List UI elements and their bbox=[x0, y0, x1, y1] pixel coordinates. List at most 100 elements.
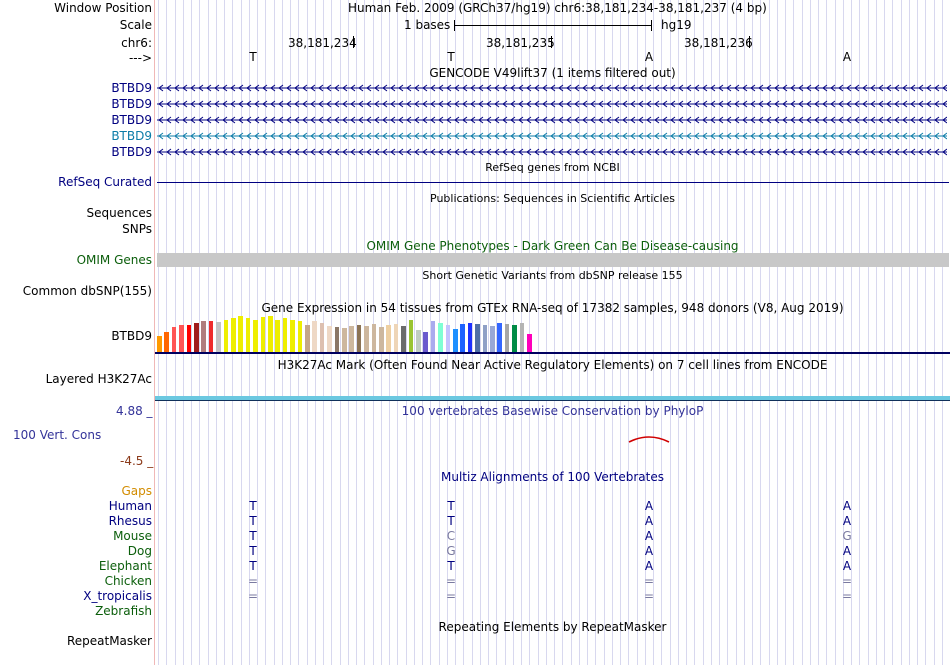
gencode-track-title[interactable]: GENCODE V49lift37 (1 items filtered out) bbox=[429, 66, 676, 80]
gridline bbox=[496, 0, 498, 665]
gencode-transcript-label[interactable]: BTBD9 bbox=[111, 97, 152, 111]
ref-base-2: T bbox=[447, 50, 455, 64]
h3k27ac-track-title[interactable]: H3K27Ac Mark (Often Found Near Active Re… bbox=[277, 358, 828, 372]
species-label: Human bbox=[108, 499, 152, 513]
gtex-tissue-bar[interactable] bbox=[223, 319, 229, 352]
gtex-tissue-bar[interactable] bbox=[216, 322, 221, 352]
gencode-transcript-label[interactable]: BTBD9 bbox=[111, 145, 152, 159]
gencode-transcript-label[interactable]: BTBD9 bbox=[111, 113, 152, 127]
gtex-tissue-bar[interactable] bbox=[208, 321, 214, 352]
gtex-tissue-bar[interactable] bbox=[356, 325, 362, 352]
gencode-transcript-label[interactable]: BTBD9 bbox=[111, 81, 152, 95]
gtex-tissue-bar[interactable] bbox=[186, 325, 192, 352]
gtex-tissue-bar[interactable] bbox=[490, 326, 495, 352]
gtex-tissue-bar[interactable] bbox=[342, 327, 347, 352]
gtex-tissue-bar[interactable] bbox=[460, 323, 465, 352]
omim-genes-label[interactable]: OMIM Genes bbox=[76, 253, 152, 267]
gaps-label: Gaps bbox=[121, 484, 152, 498]
gtex-tissue-bar[interactable] bbox=[349, 326, 354, 352]
gtex-tissue-bar[interactable] bbox=[245, 317, 251, 352]
alignment-base: = bbox=[643, 589, 655, 603]
gtex-tissue-bar[interactable] bbox=[297, 321, 303, 352]
gtex-tissue-bar[interactable] bbox=[475, 323, 480, 352]
sequences-label[interactable]: Sequences bbox=[86, 206, 152, 220]
gtex-tissue-bar[interactable] bbox=[305, 325, 310, 352]
gtex-tissue-bar[interactable] bbox=[438, 323, 443, 352]
gencode-transcript-line[interactable] bbox=[157, 100, 947, 108]
dbsnp-track-title[interactable]: Short Genetic Variants from dbSNP releas… bbox=[422, 269, 683, 282]
gridline bbox=[488, 0, 489, 665]
gtex-tissue-bar[interactable] bbox=[527, 334, 532, 352]
gencode-transcript-line[interactable] bbox=[157, 116, 947, 124]
gtex-tissue-bar[interactable] bbox=[445, 325, 451, 352]
gtex-tissue-bar[interactable] bbox=[334, 326, 340, 352]
phylop-track-title[interactable]: 100 vertebrates Basewise Conservation by… bbox=[401, 404, 704, 418]
gtex-tissue-bar[interactable] bbox=[401, 326, 406, 352]
refseq-gene-line[interactable] bbox=[157, 182, 949, 183]
gridline bbox=[199, 0, 201, 665]
gtex-tissue-bar[interactable] bbox=[238, 316, 243, 352]
gridline bbox=[265, 0, 267, 665]
gtex-tissue-bar[interactable] bbox=[282, 317, 288, 352]
gtex-tissue-bar[interactable] bbox=[194, 323, 199, 352]
common-dbsnp-label[interactable]: Common dbSNP(155) bbox=[22, 284, 152, 298]
refseq-curated-label[interactable]: RefSeq Curated bbox=[58, 175, 152, 189]
gtex-tissue-bar[interactable] bbox=[268, 316, 273, 352]
gtex-tissue-bar[interactable] bbox=[453, 328, 458, 352]
gtex-tissue-bar[interactable] bbox=[231, 317, 236, 352]
refseq-track-title[interactable]: RefSeq genes from NCBI bbox=[485, 161, 620, 174]
alignment-base: G bbox=[446, 544, 456, 558]
gtex-tissue-bar[interactable] bbox=[319, 323, 325, 352]
snps-label[interactable]: SNPs bbox=[122, 222, 152, 236]
gencode-transcript-line[interactable] bbox=[157, 148, 947, 156]
gtex-tissue-bar[interactable] bbox=[164, 332, 169, 352]
repeatmasker-label[interactable]: RepeatMasker bbox=[66, 634, 152, 648]
gtex-tissue-bar[interactable] bbox=[430, 321, 436, 352]
window-position-value[interactable]: Human Feb. 2009 (GRCh37/hg19) chr6:38,18… bbox=[348, 1, 767, 15]
gtex-tissue-bar[interactable] bbox=[379, 326, 384, 352]
gtex-tissue-bar[interactable] bbox=[253, 319, 258, 352]
gtex-tissue-bar[interactable] bbox=[371, 323, 377, 352]
gtex-tissue-bar[interactable] bbox=[504, 323, 510, 352]
repeatmasker-track-title[interactable]: Repeating Elements by RepeatMasker bbox=[438, 620, 667, 634]
omim-track-title[interactable]: OMIM Gene Phenotypes - Dark Green Can Be… bbox=[366, 239, 739, 253]
alignment-base: T bbox=[249, 559, 257, 573]
gtex-tissue-bar[interactable] bbox=[416, 330, 421, 352]
gridline bbox=[884, 0, 885, 665]
gtex-tissue-bar[interactable] bbox=[312, 321, 317, 352]
gtex-tissue-bar[interactable] bbox=[467, 323, 473, 352]
multiz-track-title[interactable]: Multiz Alignments of 100 Vertebrates bbox=[440, 470, 665, 484]
gencode-transcript-line[interactable] bbox=[157, 84, 947, 92]
gtex-tissue-bar[interactable] bbox=[260, 316, 266, 352]
gtex-tissue-bar[interactable] bbox=[482, 325, 488, 352]
gtex-tissue-bar[interactable] bbox=[497, 323, 502, 352]
phylop-label[interactable]: 100 Vert. Cons bbox=[13, 428, 102, 442]
gtex-tissue-bar[interactable] bbox=[364, 326, 369, 352]
gtex-tissue-bar[interactable] bbox=[275, 320, 280, 352]
gtex-tissue-bar[interactable] bbox=[327, 326, 332, 352]
gtex-tissue-bar[interactable] bbox=[290, 319, 295, 352]
gtex-tissue-bar[interactable] bbox=[423, 332, 428, 352]
alignment-base: A bbox=[644, 559, 654, 573]
h3k27ac-label[interactable]: Layered H3K27Ac bbox=[45, 372, 152, 386]
gtex-tissue-bar[interactable] bbox=[179, 325, 184, 352]
gridline bbox=[933, 0, 935, 665]
gencode-transcript-label[interactable]: BTBD9 bbox=[111, 129, 152, 143]
gtex-gene-label[interactable]: BTBD9 bbox=[111, 329, 152, 343]
gtex-tissue-bar[interactable] bbox=[171, 326, 177, 352]
gtex-tissue-bar[interactable] bbox=[408, 319, 414, 352]
gtex-tissue-bar[interactable] bbox=[519, 323, 525, 352]
gtex-tissue-bar[interactable] bbox=[201, 321, 206, 352]
alignment-base: T bbox=[447, 499, 455, 513]
gtex-tissue-bar[interactable] bbox=[512, 325, 517, 352]
gtex-track-title[interactable]: Gene Expression in 54 tissues from GTEx … bbox=[261, 301, 844, 315]
gtex-tissue-bar[interactable] bbox=[157, 335, 162, 352]
gtex-expression-chart[interactable] bbox=[157, 316, 537, 352]
gtex-tissue-bar[interactable] bbox=[386, 325, 391, 352]
gtex-gene-line bbox=[155, 352, 950, 354]
omim-gene-bar[interactable] bbox=[157, 253, 949, 267]
gtex-tissue-bar[interactable] bbox=[393, 323, 399, 352]
publications-track-title[interactable]: Publications: Sequences in Scientific Ar… bbox=[430, 192, 675, 205]
gencode-transcript-line[interactable] bbox=[157, 132, 947, 140]
gridline bbox=[768, 0, 770, 665]
